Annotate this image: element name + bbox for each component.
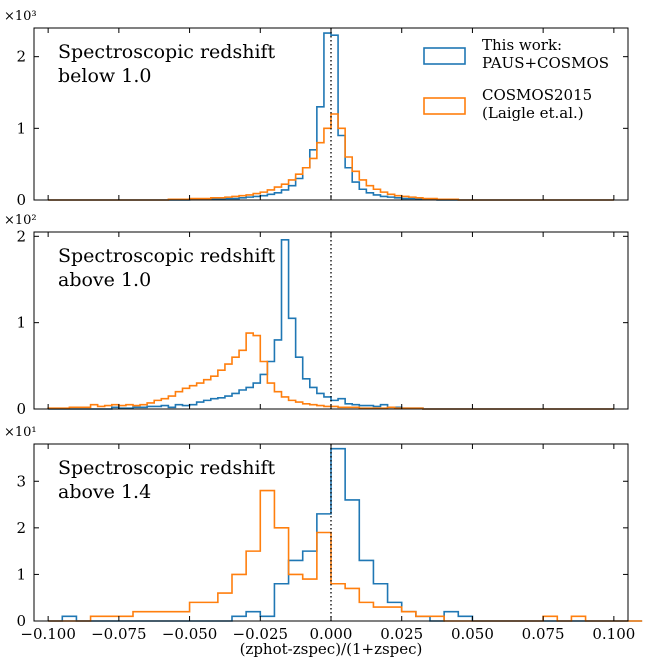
y-tick-label: 3 [16,472,26,490]
y-tick-label: 1 [16,565,26,583]
legend-swatch [423,47,466,65]
y-scale-label: ×10³ [4,9,37,24]
x-tick-label: 0.100 [592,625,635,643]
legend-label: (Laigle et.al.) [482,104,584,122]
legend: This work:PAUS+COSMOS COSMOS2015(Laigle e… [423,36,609,122]
panel-3: −0.100 −0.075 −0.050 −0.025 0.000 0.025 0.050 0… [4,425,643,643]
y-tick-label: 0 [16,400,26,418]
legend-label: COSMOS2015 [482,86,592,104]
y-tick-label: 1 [16,119,26,137]
x-tick-label: 0.025 [380,625,423,643]
y-tick-label: 1 [16,314,26,332]
panel-annotation: above 1.0 [58,269,151,291]
y-tick-label: 0 [16,191,26,209]
y-tick-label: 0 [16,612,26,630]
x-tick-label: 0.000 [310,625,353,643]
x-tick-label: −0.025 [233,625,289,643]
y-tick-label: 2 [16,48,26,66]
y-tick-label: 2 [16,519,26,537]
x-tick-label: −0.050 [162,625,218,643]
x-tick-label: −0.075 [91,625,147,643]
legend-label: This work: [482,36,562,54]
panel-annotation: Spectroscopic redshift [58,245,276,267]
x-tick-label: −0.100 [20,625,76,643]
panel-annotation: Spectroscopic redshift [58,457,276,479]
series-cosmos2015 [48,489,643,622]
panel-annotation: above 1.4 [58,481,151,503]
legend-label: PAUS+COSMOS [482,54,609,72]
x-tick-label: 0.075 [522,625,565,643]
legend-swatch [423,97,466,115]
x-axis-label: (zphot-zspec)/(1+zspec) [240,640,423,658]
y-tick-label: 2 [16,227,26,245]
y-scale-label: ×10¹ [4,425,37,440]
y-scale-label: ×10² [4,213,37,228]
panel-annotation: below 1.0 [58,65,151,87]
panel-annotation: Spectroscopic redshift [58,41,276,63]
x-tick-label: 0.050 [451,625,494,643]
